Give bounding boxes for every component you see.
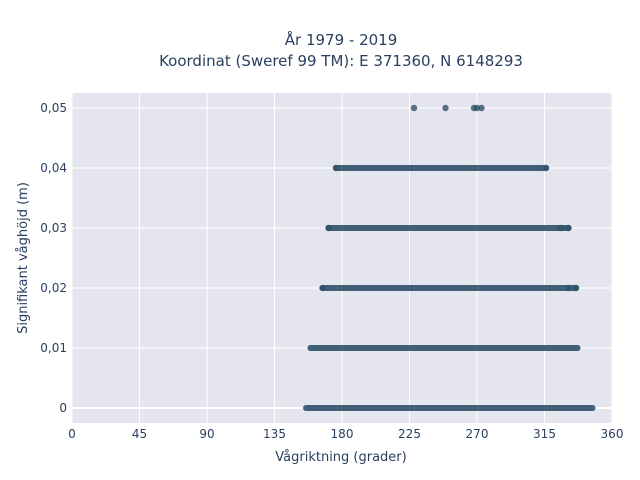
y-tick-label: 0,05 [40, 101, 67, 115]
x-tick-label: 225 [398, 427, 421, 441]
x-tick-label: 180 [331, 427, 354, 441]
y-tick-label: 0,04 [40, 161, 67, 175]
x-tick-label: 0 [68, 427, 76, 441]
x-tick-label: 90 [199, 427, 214, 441]
data-point [325, 224, 332, 232]
data-point [557, 224, 565, 232]
y-tick-label: 0,03 [40, 221, 67, 235]
data-point [572, 284, 580, 292]
data-point [332, 164, 340, 172]
x-tick-label: 360 [601, 427, 624, 441]
data-point [319, 284, 326, 292]
data-point [565, 284, 572, 292]
y-axis-ticks: 0 0,01 0,02 0,03 0,04 0,05 [40, 101, 67, 415]
data-point [478, 104, 485, 112]
y-axis-title: Signifikant våghöjd (m) [16, 182, 31, 334]
x-tick-label: 45 [132, 427, 147, 441]
x-tick-label: 315 [533, 427, 556, 441]
x-axis-title: Vågriktning (grader) [275, 450, 406, 465]
x-axis-ticks: 0 45 90 135 180 225 270 315 360 [68, 427, 623, 441]
chart-subtitle: Koordinat (Sweref 99 TM): E 371360, N 61… [159, 52, 523, 70]
scatter-points [303, 104, 596, 411]
x-tick-label: 135 [263, 427, 286, 441]
y-tick-label: 0,02 [40, 281, 67, 295]
data-point [410, 104, 418, 112]
y-tick-label: 0 [59, 401, 67, 415]
x-tick-label: 270 [466, 427, 489, 441]
data-point [442, 104, 449, 112]
y-tick-label: 0,01 [40, 341, 67, 355]
data-point [542, 164, 550, 172]
data-point [565, 224, 572, 232]
data-point [473, 104, 481, 112]
chart-title: År 1979 - 2019 [285, 30, 398, 49]
